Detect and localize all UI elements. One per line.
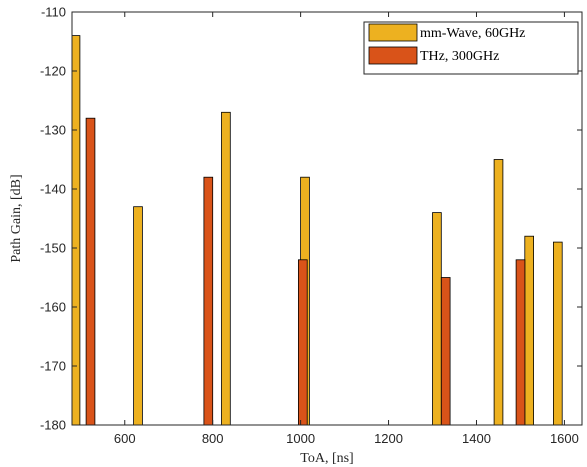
plot-area-frame [71, 11, 583, 426]
bars-layer [71, 35, 563, 426]
legend-swatch-thz [368, 46, 418, 65]
y-tick-label: -110 [41, 5, 66, 20]
bar-thz-1 [203, 176, 214, 426]
x-tick-label: 600 [114, 431, 136, 446]
bar-mm-wave-6 [524, 235, 534, 426]
y-tick-label: -120 [40, 64, 66, 79]
bar-mm-wave-7 [553, 241, 563, 426]
axis-ticks: -110 -120 -130 -140 -150 -160 -170 -180 600 800 10… [40, 5, 582, 446]
x-axis-title: ToA, [ns] [300, 451, 353, 466]
bar-mm-wave-4 [432, 212, 442, 426]
y-tick-label: -130 [40, 123, 66, 138]
legend-label-mm-wave: mm-Wave, 60GHz [420, 26, 525, 41]
x-tick-label: 1600 [550, 431, 579, 446]
x-tick-label: 1200 [374, 431, 403, 446]
bar-mm-wave-1 [133, 206, 143, 426]
bar-thz-4 [515, 259, 526, 426]
bar-mm-wave-5 [493, 159, 504, 426]
y-axis-title: Path Gain, [dB] [9, 174, 24, 262]
x-tick-label: 800 [202, 431, 224, 446]
legend-label-thz: THz, 300GHz [420, 49, 499, 64]
bar-mm-wave-0 [71, 35, 81, 426]
legend-swatch-mm-wave [368, 23, 418, 42]
bar-thz-2 [297, 259, 308, 426]
y-tick-label: -150 [40, 241, 66, 256]
y-tick-label: -170 [40, 359, 66, 374]
bar-mm-wave-2 [221, 111, 231, 426]
legend: mm-Wave, 60GHz THz, 300GHz [363, 21, 579, 75]
x-tick-label: 1000 [286, 431, 315, 446]
bar-thz-3 [440, 277, 451, 426]
y-tick-label: -180 [40, 418, 66, 433]
y-tick-label: -140 [40, 182, 66, 197]
y-tick-label: -160 [40, 300, 66, 315]
bar-thz-0 [85, 117, 96, 426]
x-tick-label: 1400 [462, 431, 491, 446]
